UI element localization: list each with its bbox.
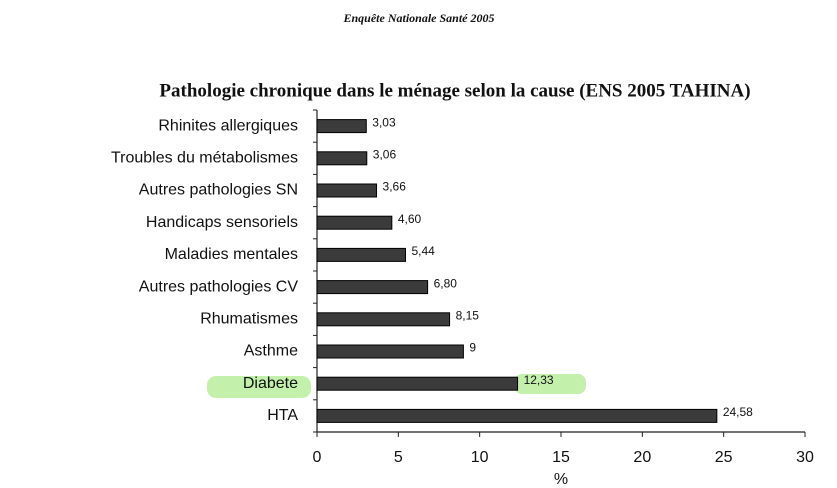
value-label: 6,80 [434, 276, 458, 290]
value-label: 8,15 [456, 308, 480, 322]
bar [316, 119, 367, 134]
bar [316, 312, 451, 327]
category-label: Diabete [243, 375, 298, 392]
category-label: Autres pathologies SN [139, 182, 298, 199]
bar [316, 151, 368, 166]
x-tick-label: 20 [633, 449, 651, 466]
value-label: 4,60 [398, 212, 422, 226]
bar [316, 376, 519, 391]
category-label: Troubles du métabolismes [111, 150, 298, 167]
highlight [207, 376, 311, 398]
category-label: Autres pathologies CV [139, 278, 299, 295]
bar [316, 247, 406, 262]
x-tick-label: 0 [313, 449, 322, 466]
x-tick-label: 10 [471, 449, 489, 466]
highlight [514, 374, 586, 394]
value-label: 3,06 [373, 147, 397, 161]
value-label: 12,33 [524, 373, 554, 387]
category-label: Maladies mentales [165, 246, 298, 263]
category-label: Rhumatismes [200, 311, 298, 328]
value-label: 9 [469, 341, 476, 355]
category-label: Handicaps sensoriels [146, 214, 298, 231]
value-label: 5,44 [411, 244, 435, 258]
bar [316, 183, 378, 198]
category-label: Rhinites allergiques [158, 117, 298, 134]
value-label: 3,03 [372, 115, 396, 129]
page-header: Enquête Nationale Santé 2005 [342, 11, 494, 25]
x-tick-label: 30 [796, 449, 814, 466]
value-label: 24,58 [723, 405, 753, 419]
bar [316, 344, 464, 359]
bar [316, 408, 718, 423]
x-tick-label: 25 [715, 449, 733, 466]
bar [316, 280, 429, 295]
category-label: HTA [267, 407, 298, 424]
x-tick-label: 5 [394, 449, 403, 466]
x-axis-label: % [554, 471, 568, 488]
chart-title: Pathologie chronique dans le ménage selo… [159, 80, 750, 101]
x-tick-label: 15 [552, 449, 570, 466]
category-label: Asthme [244, 343, 298, 360]
value-label: 3,66 [383, 180, 407, 194]
bar [316, 215, 393, 230]
